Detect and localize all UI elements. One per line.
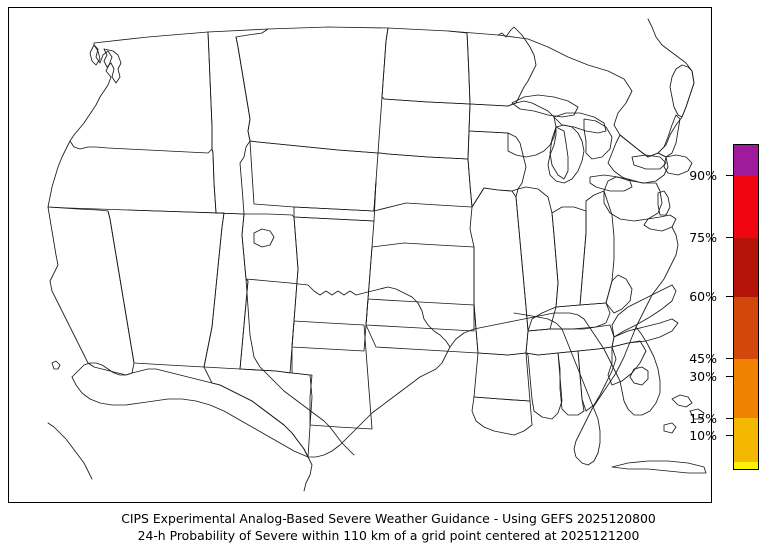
colorbar-tick-label-45: 45% — [689, 350, 717, 366]
state-montana — [235, 27, 389, 154]
california-nevada-border — [107, 209, 225, 368]
state-north-carolina — [611, 318, 679, 348]
map-panel — [8, 7, 712, 503]
us-canada-border — [93, 26, 529, 44]
state-michigan-upper — [553, 112, 607, 134]
colorbar-tick-label-30: 30% — [689, 368, 717, 384]
great-salt-lake — [253, 228, 275, 248]
figure-caption: CIPS Experimental Analog-Based Severe We… — [0, 510, 777, 544]
state-california — [47, 206, 135, 376]
colorbar-band-60-75 — [734, 238, 758, 297]
texas-oklahoma-border — [245, 278, 451, 348]
mexico-border — [71, 376, 309, 458]
island-small-gulf — [663, 422, 677, 434]
lake-superior — [511, 94, 579, 118]
state-colorado — [291, 216, 375, 352]
colorbar-gradient — [733, 144, 759, 470]
island-bahamas-2 — [689, 408, 705, 420]
lake-ontario — [631, 154, 667, 170]
state-nebraska — [373, 152, 473, 212]
colorbar-tick-mark: 75% — [689, 231, 733, 243]
state-alabama — [557, 350, 585, 416]
gulf-coast — [307, 312, 555, 458]
state-wisconsin — [468, 100, 557, 158]
atlantic-coast — [513, 226, 679, 466]
colorbar-tick-label-90: 90% — [689, 167, 717, 183]
lake-michigan — [549, 126, 569, 180]
island-cuba — [611, 460, 707, 474]
small-island-west — [51, 360, 61, 370]
colorbar-tick-label-10: 10% — [689, 427, 717, 443]
state-maine — [669, 64, 695, 118]
colorado-wyoming-top — [293, 180, 377, 222]
colorbar-tick-mark: 45% — [689, 352, 733, 364]
colorbar-tick-label-75: 75% — [689, 229, 717, 245]
colorbar-tick-mark: 10% — [689, 429, 733, 441]
colorbar-band-45-60 — [734, 297, 758, 359]
state-kentucky — [527, 302, 611, 332]
colorbar-band-75-90 — [734, 176, 758, 238]
colorbar-tick-label-15: 15% — [689, 410, 717, 426]
lake-okeechobee — [629, 366, 649, 386]
colorbar-tick-label-60: 60% — [689, 288, 717, 304]
olympic-peninsula — [89, 44, 101, 66]
colorbar-tick-mark: 60% — [689, 290, 733, 302]
state-virginia — [611, 284, 677, 338]
colorbar-tick-mark: 90% — [689, 169, 733, 181]
state-nevada — [203, 212, 249, 370]
state-maryland-delaware — [643, 214, 677, 232]
state-idaho — [207, 28, 269, 215]
island-bahamas-1 — [671, 394, 693, 408]
state-south-dakota — [377, 96, 471, 160]
state-south-carolina — [607, 340, 647, 386]
state-washington — [69, 31, 213, 154]
us-states-map — [47, 18, 707, 492]
state-north-dakota — [381, 27, 471, 105]
state-massachusetts-ct-ri — [663, 154, 693, 176]
lake-huron — [583, 118, 613, 160]
state-new-hampshire-vermont — [657, 114, 681, 158]
state-wyoming — [249, 140, 379, 212]
state-mississippi — [525, 352, 563, 420]
state-missouri — [469, 187, 529, 356]
state-kansas — [365, 242, 475, 332]
probability-colorbar: 90% 75% 60% 45% 30% 15% 10% — [689, 144, 761, 470]
state-georgia — [577, 346, 617, 412]
state-new-jersey — [657, 190, 671, 216]
colorbar-tick-mark: 30% — [689, 370, 733, 382]
lake-erie — [589, 174, 633, 192]
state-new-mexico — [291, 320, 373, 430]
state-utah — [239, 213, 299, 374]
caption-line-1: CIPS Experimental Analog-Based Severe We… — [121, 511, 656, 526]
state-west-virginia — [605, 274, 633, 314]
state-ohio — [579, 190, 615, 306]
puget-sound — [103, 48, 122, 84]
colorbar-band-10-15 — [734, 462, 758, 469]
state-louisiana — [471, 396, 533, 436]
state-michigan-lower — [547, 124, 585, 184]
state-pennsylvania — [603, 176, 663, 222]
colorbar-band-90plus — [734, 145, 758, 176]
state-iowa — [467, 130, 527, 208]
rio-grande — [303, 456, 313, 492]
state-arkansas — [473, 352, 531, 402]
state-arizona — [203, 366, 313, 458]
state-texas — [71, 362, 309, 458]
state-texas-panhandle — [245, 278, 355, 456]
state-new-york — [607, 134, 669, 184]
map-outlines — [47, 18, 707, 492]
baja-california — [47, 422, 93, 480]
caption-line-2: 24-h Probability of Severe within 110 km… — [137, 528, 640, 543]
state-illinois — [515, 186, 559, 332]
colorbar-band-30-45 — [734, 359, 758, 418]
state-florida — [553, 312, 661, 416]
colorbar-band-15-30 — [734, 418, 758, 462]
colorbar-tick-mark: 15% — [689, 412, 733, 424]
state-tennessee — [525, 324, 615, 356]
